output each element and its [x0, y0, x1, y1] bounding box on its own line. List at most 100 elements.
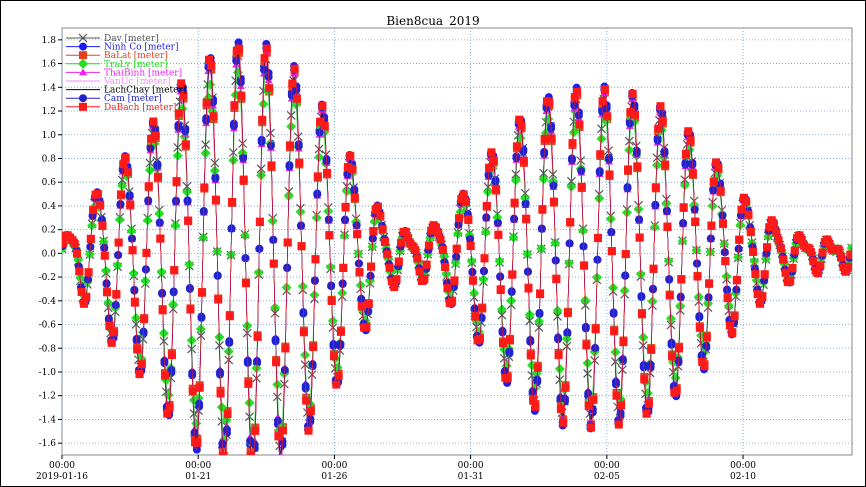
x-tick-label-time: 00:00: [458, 461, 484, 471]
data-point: [698, 357, 707, 366]
data-point: [255, 217, 264, 226]
x-tick-label-date: 02-05: [594, 472, 620, 482]
data-point: [276, 456, 284, 464]
data-point: [420, 275, 429, 284]
legend-label: ThaiBinh [meter]: [104, 68, 182, 78]
data-point: [114, 238, 123, 247]
data-point: [758, 292, 767, 301]
data-point: [207, 61, 216, 70]
data-point: [302, 396, 311, 405]
data-point: [413, 254, 422, 263]
y-tick-label: 1.4: [42, 83, 57, 93]
data-point: [582, 358, 593, 369]
data-point: [721, 257, 730, 266]
data-point: [376, 211, 385, 220]
data-point: [575, 120, 584, 129]
data-point: [380, 237, 389, 246]
data-point: [563, 308, 572, 317]
data-point: [714, 163, 723, 172]
data-point: [654, 124, 663, 133]
data-point: [221, 458, 229, 466]
data-point: [332, 380, 341, 389]
data-point: [621, 250, 630, 259]
data-point: [221, 467, 229, 475]
data-point: [248, 470, 256, 478]
data-point: [221, 462, 229, 470]
data-point: [466, 241, 475, 250]
data-point: [174, 109, 183, 118]
data-point: [112, 290, 121, 299]
data-point: [135, 370, 144, 379]
data-point: [610, 327, 619, 336]
y-tick-label: 1.8: [42, 36, 57, 46]
data-point: [62, 239, 68, 248]
data-point: [295, 158, 304, 167]
data-point: [607, 247, 616, 256]
data-point: [204, 55, 213, 64]
data-point: [584, 401, 593, 410]
x-tick-label-time: 00:00: [730, 461, 756, 471]
data-point: [742, 197, 751, 206]
data-point: [631, 110, 640, 119]
legend-label: LachChay [meter]: [104, 86, 186, 96]
legend-marker: [79, 51, 87, 60]
data-point: [776, 244, 785, 253]
y-tick-label: 1.6: [42, 60, 57, 70]
data-point: [691, 217, 700, 226]
data-point: [656, 102, 665, 111]
data-point: [517, 121, 526, 130]
data-point: [248, 457, 256, 465]
data-point: [702, 333, 711, 342]
data-point: [651, 183, 660, 192]
data-point: [251, 426, 260, 435]
data-point: [193, 438, 202, 447]
data-point: [216, 389, 225, 398]
data-point: [635, 233, 644, 242]
y-tick-label: -0.8: [39, 344, 57, 354]
data-point: [93, 189, 102, 198]
data-point: [549, 197, 558, 206]
y-tick-label: 0.0: [42, 249, 57, 259]
data-point: [297, 242, 306, 251]
data-point: [526, 351, 535, 360]
data-point: [772, 228, 781, 237]
data-point: [195, 383, 204, 392]
data-point: [230, 101, 239, 110]
series-group: [62, 38, 852, 479]
data-point: [760, 270, 769, 279]
data-point: [684, 127, 693, 136]
data-point: [816, 261, 825, 270]
data-point: [529, 396, 538, 405]
data-point: [320, 122, 329, 131]
data-point: [580, 261, 589, 270]
data-point: [619, 338, 628, 347]
data-point: [480, 254, 489, 263]
data-point: [503, 374, 512, 383]
data-point: [158, 306, 167, 315]
data-point: [235, 44, 244, 53]
data-point: [837, 253, 846, 262]
data-point: [154, 172, 163, 181]
data-point: [781, 268, 790, 277]
data-point: [496, 286, 505, 295]
data-point: [244, 397, 255, 408]
data-point: [515, 115, 524, 124]
data-point: [84, 268, 93, 277]
data-point: [246, 451, 255, 455]
data-point: [286, 121, 297, 132]
data-point: [723, 294, 732, 303]
data-point: [117, 180, 128, 191]
x-tick-label-time: 00:00: [321, 461, 347, 471]
data-point: [813, 269, 822, 278]
data-point: [198, 288, 207, 297]
data-point: [249, 471, 257, 479]
data-point: [378, 225, 387, 234]
data-point: [841, 267, 850, 276]
data-point: [70, 239, 79, 248]
data-point: [663, 222, 672, 231]
data-point: [427, 226, 436, 235]
data-point: [392, 275, 401, 284]
data-point: [688, 169, 697, 178]
data-point: [411, 246, 420, 255]
